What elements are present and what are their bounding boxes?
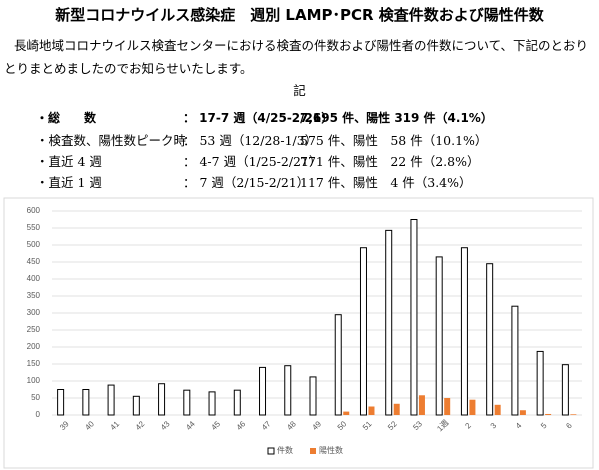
x-tick-label: 2: [463, 421, 473, 431]
title: 新型コロナウイルス感染症 週別 LAMP･PCR 検査件数および陽性件数: [55, 6, 544, 24]
y-tick-label: 250: [27, 325, 41, 334]
x-tick-label: 40: [83, 419, 96, 432]
x-tick-label: 3: [489, 421, 499, 431]
bar: [570, 414, 577, 415]
x-tick-label: 53: [411, 419, 424, 432]
bar: [460, 247, 468, 416]
x-tick-label: 39: [58, 419, 71, 432]
x-tick-label: 49: [310, 419, 323, 432]
legend-swatch: [310, 448, 316, 454]
y-tick-label: 500: [27, 240, 41, 249]
bar: [469, 399, 476, 415]
x-tick-label: 51: [361, 419, 374, 432]
summary-row: ・直近 4 週 ： 4-7 週（1/25-2/21） 771 件、陽性 22 件（2…: [0, 151, 599, 171]
bar: [545, 413, 552, 415]
summary-label: ・検査数、陽性数ピーク時: [36, 133, 187, 148]
y-tick-label: 100: [27, 376, 41, 385]
summary-period: ： 17-7 週（4/25-2/21）: [183, 111, 334, 125]
bar: [259, 366, 267, 416]
bar: [82, 389, 90, 416]
x-tick-label: 42: [134, 419, 147, 432]
bar: [511, 305, 519, 416]
summary-result: 117 件、陽性 4 件（3.4%）: [300, 175, 472, 190]
bar: [107, 384, 115, 416]
bar: [418, 395, 425, 415]
legend-label: 件数: [277, 445, 293, 455]
x-tick-label: 1週: [435, 418, 450, 433]
x-tick-label: 50: [336, 419, 349, 432]
summary-period: ： 53 週（12/28-1/3）: [183, 133, 318, 148]
bar: [410, 219, 418, 416]
chart-frame: [3, 197, 594, 469]
bar: [57, 389, 65, 416]
x-tick-label: 4: [514, 421, 524, 431]
y-tick-label: 350: [27, 291, 41, 300]
x-tick-label: 52: [386, 419, 399, 432]
x-tick-label: 41: [108, 419, 121, 432]
summary-row: ・検査数、陽性数ピーク時： 53 週（12/28-1/3） 575 件、陽性 58…: [0, 130, 599, 150]
bar: [385, 229, 393, 416]
x-tick-label: 47: [260, 419, 273, 432]
summary-row: ・直近 1 週 ： 7 週（2/15-2/21） 117 件、陽性 4 件（3.4%…: [0, 172, 599, 192]
bar: [183, 389, 191, 416]
bar: [519, 410, 526, 415]
x-tick-label: 43: [159, 419, 172, 432]
y-tick-label: 450: [27, 257, 41, 266]
bar: [561, 364, 569, 416]
x-tick-label: 44: [184, 419, 197, 432]
x-tick-label: 5: [539, 421, 549, 431]
bar: [284, 365, 292, 416]
x-tick-label: 45: [209, 419, 222, 432]
x-tick-label: 46: [235, 419, 248, 432]
summary-label: ・直近 1 週: [36, 175, 102, 190]
bar: [536, 350, 544, 416]
legend-swatch: [267, 447, 275, 455]
bar: [343, 411, 350, 415]
x-tick-label: 6: [564, 421, 574, 431]
summary-result: 575 件、陽性 58 件（10.1%）: [300, 133, 488, 148]
bar: [393, 403, 400, 415]
intro-text: 長崎地域コロナウイルス検査センターにおける検査の件数および陽性者の件数について、…: [4, 38, 589, 76]
y-tick-label: 400: [27, 274, 41, 283]
y-tick-label: 200: [27, 342, 41, 351]
bar: [359, 247, 367, 416]
bar: [494, 404, 501, 415]
bar: [334, 314, 342, 416]
summary-label: ・総 数: [36, 111, 97, 125]
summary-label: ・直近 4 週: [36, 154, 102, 169]
bar: [158, 383, 166, 416]
bar: [233, 389, 241, 416]
ki: 記: [293, 83, 306, 98]
summary-period: ： 4-7 週（1/25-2/21）: [183, 154, 322, 169]
bar: [444, 398, 451, 415]
summary-period: ： 7 週（2/15-2/21）: [183, 175, 310, 190]
bar: [132, 395, 140, 416]
summary-result: 7,695 件、陽性 319 件（4.1%）: [300, 111, 493, 125]
bar: [435, 256, 443, 416]
summary-result: 771 件、陽性 22 件（2.8%）: [300, 154, 480, 169]
y-tick-label: 550: [27, 223, 41, 232]
summary-row: ・総 数 ： 17-7 週（4/25-2/21） 7,695 件、陽性 319 件（…: [0, 109, 599, 129]
bar: [309, 376, 317, 416]
y-tick-label: 0: [36, 410, 41, 419]
bar: [486, 263, 494, 416]
y-tick-label: 600: [27, 206, 41, 215]
y-tick-label: 300: [27, 308, 41, 317]
y-tick-label: 150: [27, 359, 41, 368]
bar: [208, 391, 216, 416]
y-tick-label: 50: [31, 393, 40, 402]
legend-label: 陽性数: [319, 445, 343, 455]
bar: [368, 406, 375, 415]
x-tick-label: 48: [285, 419, 298, 432]
